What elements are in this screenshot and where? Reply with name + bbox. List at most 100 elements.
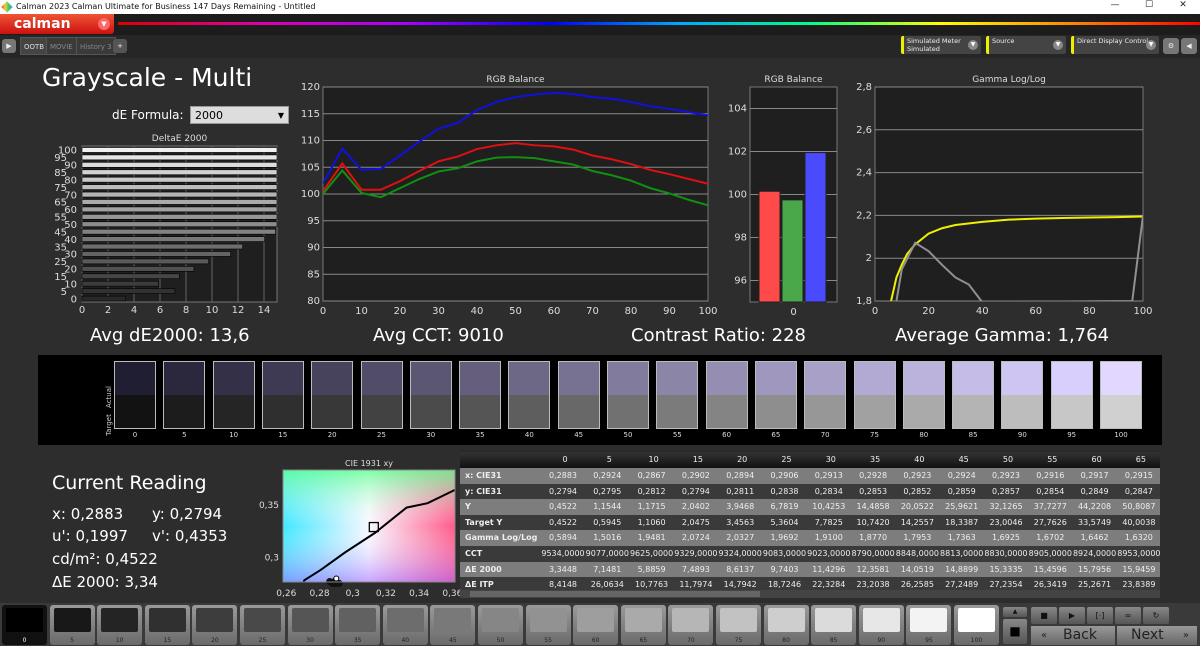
de-bar-65 [81,199,278,205]
table-cell: 7,7825 [814,517,843,527]
x-tick-label: 60 [548,306,561,317]
contrast-ratio-summary: Contrast Ratio: 228 [631,325,806,346]
table-cell: 1,6320 [1124,533,1153,543]
y-tick-label: 0,35 [259,501,279,511]
patch-button-80[interactable]: 80 [763,605,809,645]
table-cell: 2,0402 [681,502,710,512]
patch-button-20[interactable]: 20 [192,605,238,645]
table-cell: 22,3284 [812,580,846,590]
patch-button-65[interactable]: 65 [620,605,666,645]
chart-title: RGB Balance [764,75,823,85]
patch-button-100[interactable]: 100 [954,605,999,645]
patch-button-60[interactable]: 60 [573,605,619,645]
source-selector[interactable]: Source ▼ [986,36,1066,54]
patch-button-70[interactable]: 70 [668,605,714,645]
patch-button-75[interactable]: 75 [716,605,761,645]
play-icon[interactable]: ▶ [2,39,16,53]
row-label: ΔE 2000 [465,564,502,574]
table-cell: 0,2838 [770,486,799,496]
patch-button-15[interactable]: 15 [144,605,190,645]
patch-button-0[interactable]: 0 [2,605,47,645]
table-scrollbar[interactable] [460,590,1160,598]
collapse-panel-icon[interactable]: ◀ [1181,38,1197,54]
measure-icon[interactable]: [·] [1087,607,1113,624]
meter-selector[interactable]: Simulated Meter Simulated ▼ [901,36,981,54]
back-button[interactable]: Back « [1031,626,1115,645]
close-button[interactable]: ✕ [1179,0,1187,10]
stop-square-icon[interactable]: ■ [1003,619,1027,644]
y-tick-label: 45 [54,227,67,238]
row-label: CCT [465,549,483,558]
x-tick-label: 80 [625,306,638,317]
patch-button-85[interactable]: 85 [811,605,857,645]
y-tick-label: 102 [728,147,747,158]
y-tick-label: 90 [64,161,77,172]
table-cell: 0,2795 [593,486,622,496]
swatch-40 [508,361,551,429]
de-bar-40 [81,236,265,242]
patch-label: 15 [163,637,172,644]
column-header: 15 [692,455,703,464]
patch-color [720,608,757,632]
minimize-button[interactable]: — [1110,0,1120,10]
y-tick-label: 35 [54,242,67,253]
series-line-1 [895,215,1143,301]
loop-icon[interactable]: ∞ [1115,607,1141,624]
patch-color [244,608,281,632]
y-tick-label: 115 [301,109,320,120]
chevron-down-icon: ▼ [277,111,284,120]
patch-button-45[interactable]: 45 [430,605,476,645]
y-tick-label: 2,6 [856,125,872,136]
meter-value: Simulated [907,45,940,53]
patch-button-40[interactable]: 40 [382,605,428,645]
patch-button-5[interactable]: 5 [49,605,95,645]
swatch-label: 90 [1017,431,1027,439]
chart-title: CIE 1931 xy [345,459,393,468]
stop-icon[interactable]: ■ [1031,607,1057,624]
y-tick-label: 15 [54,272,67,283]
patch-label: 90 [877,637,886,644]
patch-button-25[interactable]: 25 [240,605,285,645]
chevron-down-icon[interactable]: ▼ [98,18,110,30]
patch-label: 65 [639,637,648,644]
table-cell: 23,2038 [856,580,890,590]
x-tick-label: 0,36 [442,589,462,599]
chevron-down-icon: ▼ [1053,40,1063,50]
gear-icon[interactable]: ⚙ [1163,38,1179,54]
chevron-double-left-icon: « [1041,630,1048,641]
play-icon[interactable]: ▶ [1059,607,1085,624]
column-header: 5 [606,455,612,464]
column-header: 35 [870,455,881,464]
expand-icon[interactable]: ▲ [1003,607,1027,617]
patch-button-90[interactable]: 90 [858,605,904,645]
display-control-selector[interactable]: Direct Display Control ▼ [1071,36,1159,54]
add-tab-icon[interactable]: + [113,39,127,53]
patch-button-10[interactable]: 10 [97,605,143,645]
refresh-icon[interactable]: ↻ [1143,607,1169,624]
next-button[interactable]: Next » [1117,626,1197,645]
x-tick-label: 40 [471,306,484,317]
table-cell: 0,2913 [814,471,843,480]
patch-button-30[interactable]: 30 [287,605,333,645]
patch-label: 50 [496,637,505,644]
scrollbar-thumb[interactable] [470,591,760,597]
patch-button-95[interactable]: 95 [906,605,952,645]
table-cell: 3,3448 [549,564,577,574]
maximize-button[interactable]: ☐ [1144,0,1154,10]
reading-v: v': 0,4353 [152,527,228,545]
patch-button-35[interactable]: 35 [335,605,381,645]
table-cell: 9023,0000 [807,549,851,558]
swatch-15 [261,361,304,429]
de-formula-select[interactable]: 2000 ▼ [190,106,289,124]
table-cell: 8830,0000 [984,549,1028,558]
patch-button-50[interactable]: 50 [478,605,523,645]
table-cell: 40,0038 [1122,517,1156,527]
swatch-50 [607,361,649,429]
swatch-65 [754,361,797,429]
rainbow-bar [118,22,1200,25]
patch-button-55[interactable]: 55 [525,605,571,645]
next-label: Next [1131,627,1164,643]
table-cell: 9083,0000 [762,549,807,558]
calman-menu-button[interactable]: calman [0,14,114,34]
